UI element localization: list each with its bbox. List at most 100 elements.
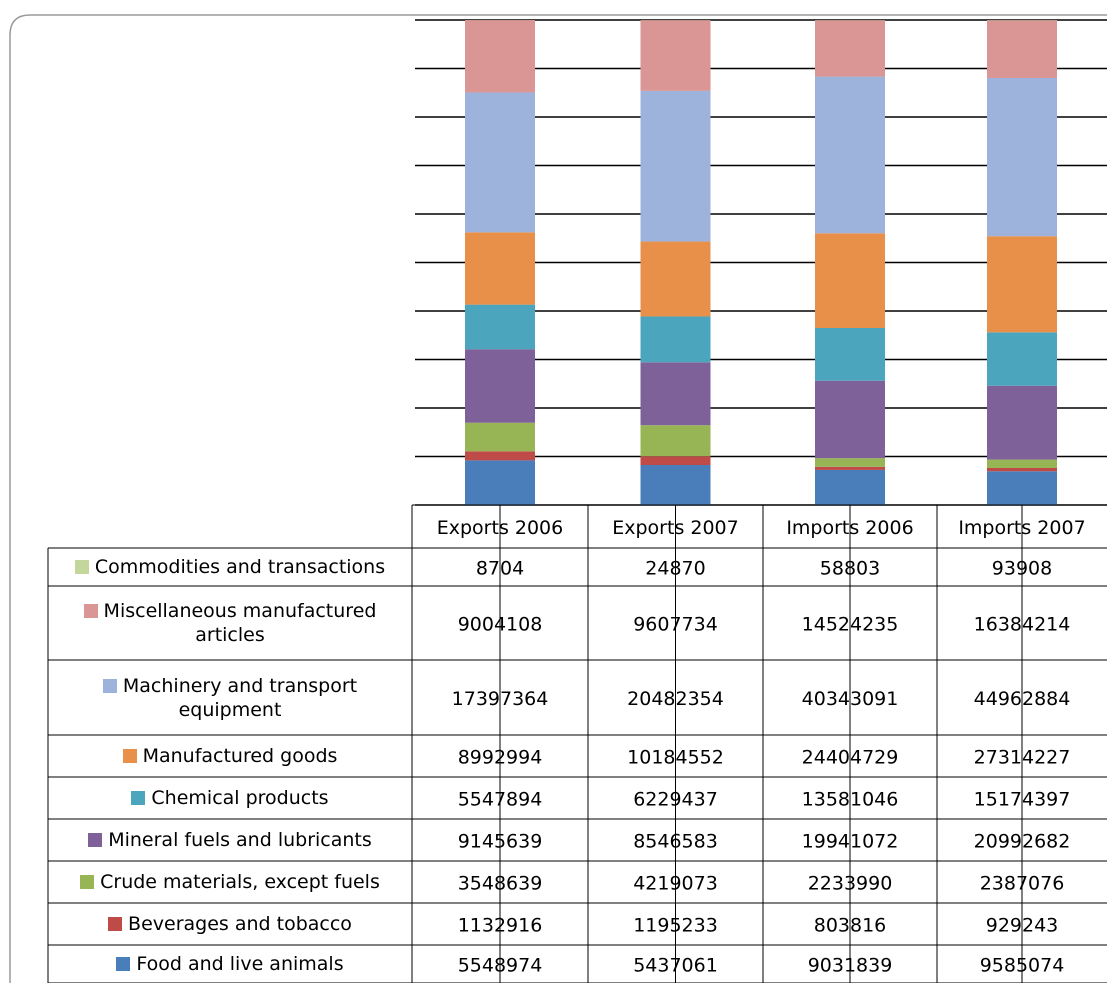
x-tick-label: Imports 2006	[786, 517, 913, 539]
table-value: 44962884	[974, 688, 1071, 710]
legend-cell: Beverages and tobacco	[48, 903, 412, 945]
bar-segment	[640, 456, 711, 466]
chart-frame	[9, 14, 1107, 983]
table-value: 9031839	[808, 955, 893, 977]
legend-swatch	[122, 749, 137, 763]
legend-entry: Chemical products	[131, 786, 329, 810]
bar-segment	[465, 304, 535, 350]
bar-segment	[640, 20, 711, 91]
bar-segment	[987, 20, 1057, 78]
legend-cell: Chemical products	[48, 777, 412, 819]
legend-label: Crude materials, except fuels	[100, 871, 380, 893]
legend-entry: Miscellaneous manufactured articles	[52, 599, 408, 647]
table-value: 2233990	[808, 873, 893, 895]
bar-segment	[987, 385, 1057, 460]
legend-swatch	[80, 875, 95, 889]
legend-label: Commodities and transactions	[94, 556, 386, 578]
table-value: 14524235	[802, 614, 899, 636]
legend-label: Chemical products	[151, 787, 329, 809]
bar-segment	[987, 459, 1057, 469]
bar-segment	[815, 76, 885, 234]
legend-cell: Machinery and transport equipment	[52, 674, 408, 722]
x-tick-label: Imports 2007	[958, 517, 1085, 539]
x-tick-label: Exports 2006	[437, 517, 564, 539]
table-value: 9585074	[980, 955, 1065, 977]
bar-segment	[465, 20, 535, 93]
bar-segment	[640, 362, 711, 426]
table-value: 24870	[645, 558, 705, 580]
legend-cell: Manufactured goods	[48, 735, 412, 777]
legend-swatch	[131, 791, 146, 805]
table-value: 17397364	[452, 688, 549, 710]
legend-swatch	[74, 560, 89, 574]
legend-label: Manufactured goods	[142, 745, 338, 767]
table-value: 8704	[476, 558, 524, 580]
table-value: 929243	[986, 915, 1059, 937]
bar-segment	[640, 90, 711, 242]
table-value: 10184552	[627, 747, 724, 769]
bar-segment	[465, 232, 535, 305]
bar-segment	[815, 327, 885, 381]
bar-segment	[987, 471, 1057, 505]
table-value: 5548974	[458, 955, 543, 977]
table-value: 19941072	[802, 831, 899, 853]
legend-cell: Commodities and transactions	[48, 548, 412, 586]
legend-cell: Commodities and transactions	[48, 548, 412, 586]
legend-label: Mineral fuels and lubricants	[108, 829, 372, 851]
table-value: 6229437	[633, 789, 718, 811]
bar-segment	[815, 458, 885, 467]
table-value: 8992994	[458, 747, 543, 769]
table-value: 1132916	[458, 915, 543, 937]
bar-segment	[640, 465, 711, 505]
legend-cell: Chemical products	[48, 777, 412, 819]
table-value: 4219073	[633, 873, 718, 895]
bar-segment	[640, 425, 711, 457]
table-value: 93908	[992, 558, 1052, 580]
bar-segment	[987, 468, 1057, 472]
legend-entry: Crude materials, except fuels	[80, 870, 380, 894]
bar-segment	[987, 332, 1057, 386]
x-tick-label: Exports 2007	[612, 517, 739, 539]
bar-segment	[815, 380, 885, 459]
bar-segment	[815, 469, 885, 505]
table-value: 15174397	[974, 789, 1071, 811]
bar-segment	[987, 77, 1057, 237]
table-value: 803816	[814, 915, 887, 937]
legend-cell: Manufactured goods	[48, 735, 412, 777]
legend-entry: Beverages and tobacco	[108, 912, 352, 936]
table-value: 5437061	[633, 955, 718, 977]
legend-entry: Commodities and transactions	[74, 555, 386, 579]
legend-cell: Food and live animals	[48, 945, 412, 983]
legend-label: Machinery and transport equipment	[122, 674, 358, 721]
legend-swatch	[88, 833, 103, 847]
table-value: 3548639	[458, 873, 543, 895]
table-value: 13581046	[802, 789, 899, 811]
legend-swatch	[83, 604, 98, 618]
table-value: 40343091	[802, 688, 899, 710]
table-value: 9145639	[458, 831, 543, 853]
legend-swatch	[102, 678, 117, 693]
legend-entry: Mineral fuels and lubricants	[88, 828, 372, 852]
legend-cell: Food and live animals	[48, 945, 412, 983]
bar-segment	[465, 92, 535, 233]
legend-label: Beverages and tobacco	[128, 913, 352, 935]
legend-label: Miscellaneous manufactured articles	[103, 600, 377, 646]
bar-segment	[640, 241, 711, 317]
legend-cell: Crude materials, except fuels	[48, 861, 412, 903]
legend-label: Food and live animals	[136, 953, 344, 975]
legend-entry: Food and live animals	[116, 952, 344, 976]
table-value: 20482354	[627, 688, 724, 710]
bar-segment	[815, 233, 885, 328]
legend-entry: Machinery and transport equipment	[52, 674, 408, 722]
table-value: 58803	[820, 558, 880, 580]
table-value: 5547894	[458, 789, 543, 811]
bar-segment	[465, 422, 535, 452]
table-value: 9004108	[458, 614, 543, 636]
bar-segment	[987, 236, 1057, 333]
legend-cell: Beverages and tobacco	[48, 903, 412, 945]
legend-cell: Miscellaneous manufactured articles	[48, 586, 412, 660]
table-value: 20992682	[974, 831, 1071, 853]
table-value: 8546583	[633, 831, 718, 853]
legend-cell: Miscellaneous manufactured articles	[48, 586, 412, 660]
